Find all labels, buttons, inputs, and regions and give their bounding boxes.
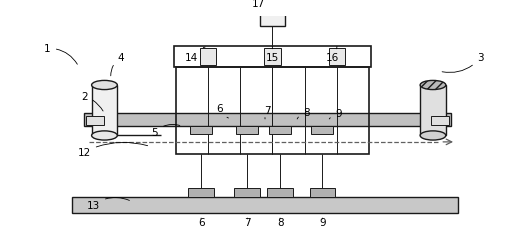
Bar: [86, 117, 105, 126]
Bar: [260, 9, 285, 27]
Bar: [431, 117, 449, 126]
Text: 16: 16: [326, 47, 339, 62]
Bar: [72, 197, 458, 213]
Bar: [235, 188, 260, 197]
Ellipse shape: [420, 81, 446, 90]
Text: 9: 9: [319, 217, 326, 227]
Ellipse shape: [92, 131, 117, 140]
Text: 1: 1: [44, 44, 78, 65]
Bar: [176, 67, 369, 154]
Text: 5: 5: [152, 125, 180, 137]
Text: 7: 7: [244, 217, 251, 227]
Bar: [200, 49, 216, 65]
Bar: [174, 47, 371, 67]
Bar: [420, 86, 446, 136]
Text: 13: 13: [87, 198, 130, 210]
Text: 3: 3: [442, 53, 484, 73]
Text: 4: 4: [111, 53, 124, 76]
Text: 8: 8: [297, 107, 310, 120]
Bar: [188, 188, 214, 197]
Text: 9: 9: [329, 109, 342, 120]
Text: 15: 15: [266, 47, 279, 62]
Ellipse shape: [92, 81, 117, 90]
Bar: [84, 114, 451, 127]
Bar: [264, 49, 281, 65]
Text: 2: 2: [81, 92, 103, 112]
Bar: [236, 127, 259, 134]
Text: 17: 17: [252, 0, 266, 9]
Text: 7: 7: [264, 105, 271, 120]
Bar: [269, 127, 291, 134]
Bar: [92, 86, 117, 136]
Text: 8: 8: [277, 217, 284, 227]
Bar: [190, 127, 212, 134]
Text: 6: 6: [216, 104, 228, 118]
Bar: [267, 188, 293, 197]
Text: 14: 14: [185, 48, 205, 62]
Bar: [329, 49, 345, 65]
Bar: [312, 127, 333, 134]
Ellipse shape: [420, 131, 446, 140]
Text: 12: 12: [78, 143, 148, 157]
Bar: [310, 188, 336, 197]
Text: 6: 6: [198, 217, 204, 227]
